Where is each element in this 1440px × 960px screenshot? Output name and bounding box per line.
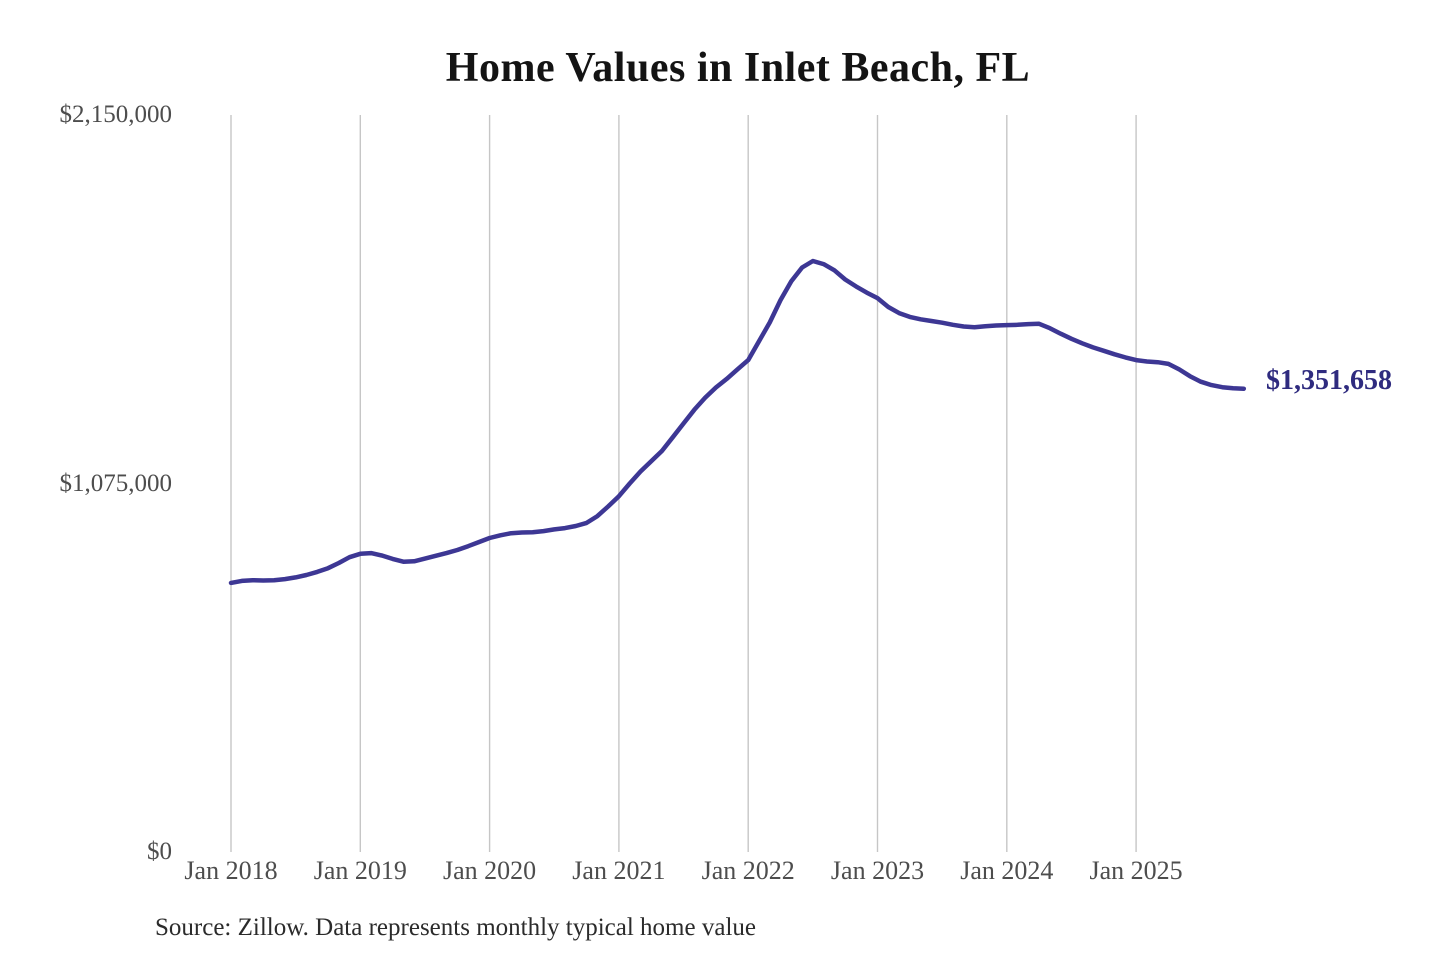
x-tick-label: Jan 2022 xyxy=(701,856,795,885)
y-tick-label: $1,075,000 xyxy=(59,469,173,497)
vertical-gridlines xyxy=(230,115,1137,852)
x-tick-label: Jan 2020 xyxy=(443,856,537,885)
chart-title: Home Values in Inlet Beach, FL xyxy=(445,45,1031,91)
y-tick-label: $2,150,000 xyxy=(59,101,173,128)
x-tick-label: Jan 2021 xyxy=(572,856,666,885)
x-tick-label: Jan 2019 xyxy=(313,856,407,885)
x-tick-label: Jan 2024 xyxy=(960,856,1054,885)
x-tick-label: Jan 2018 xyxy=(184,856,278,885)
x-tick-label: Jan 2023 xyxy=(830,856,925,885)
source-note: Source: Zillow. Data represents monthly … xyxy=(155,914,756,941)
x-tick-label: Jan 2025 xyxy=(1089,856,1183,885)
home-value-line xyxy=(228,258,1247,586)
y-tick-label: $0 xyxy=(147,838,172,865)
current-value-label: $1,351,658 xyxy=(1266,365,1392,396)
